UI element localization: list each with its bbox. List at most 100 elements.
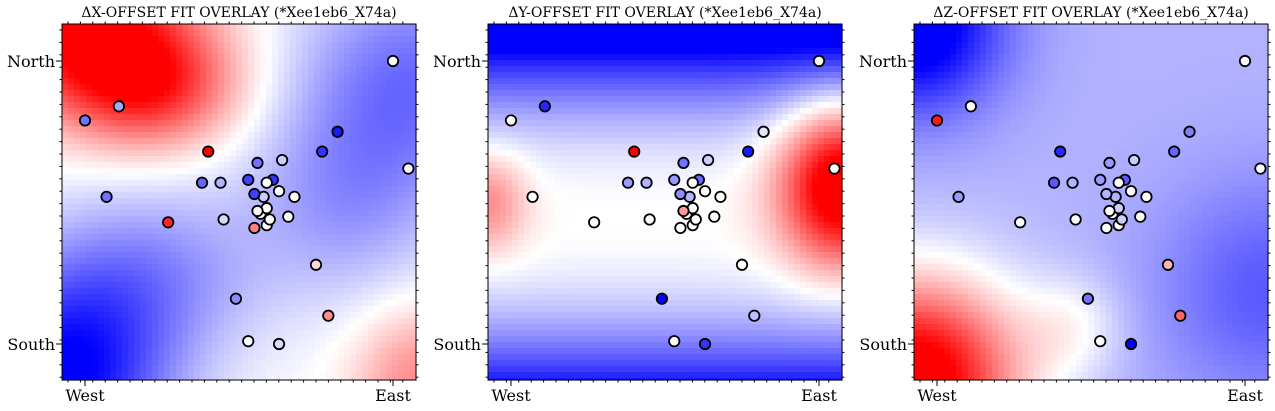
x-tick-label-east: East — [801, 386, 837, 405]
scatter-point — [242, 335, 255, 348]
scatter-point — [668, 173, 681, 186]
scatter-point — [812, 54, 826, 68]
scatter-point — [78, 114, 92, 127]
scatter-point — [714, 190, 727, 203]
scatter-point — [195, 176, 209, 189]
scatter-point — [538, 100, 551, 113]
scatter-point — [964, 100, 977, 113]
scatter-point — [1103, 204, 1116, 218]
scatter-point — [1134, 210, 1147, 223]
scatter-point — [263, 213, 276, 226]
scatter-point — [1174, 309, 1187, 322]
chart-panel-dx: ΔX-OFFSET FIT OVERLAY (*Xee1eb6_X74a) No… — [7, 5, 419, 405]
chart-title: ΔX-OFFSET FIT OVERLAY (*Xee1eb6_X74a) — [81, 5, 396, 21]
scatter-point — [1161, 258, 1175, 271]
scatter-point — [677, 156, 690, 169]
scatter-point — [386, 54, 400, 68]
scatter-point — [930, 114, 944, 127]
scatter-point — [1168, 145, 1181, 158]
scatter-point — [1254, 162, 1267, 175]
scatter-point — [1115, 213, 1128, 226]
y-tick-label-north: North — [859, 52, 907, 71]
scatter-point — [757, 125, 770, 138]
chart-title: ΔY-OFFSET FIT OVERLAY (*Xee1eb6_X74a) — [508, 5, 821, 21]
chart-panel-dz: ΔZ-OFFSET FIT OVERLAY (*Xee1eb6_X74a) No… — [859, 5, 1271, 405]
scatter-point — [1124, 185, 1138, 198]
scatter-point — [698, 337, 712, 351]
scatter-point — [402, 162, 415, 175]
axis-ticks — [482, 21, 845, 386]
y-tick-label-south: South — [433, 335, 481, 354]
y-tick-label-north: North — [7, 52, 55, 71]
scatter-point — [952, 190, 965, 203]
scatter-point — [1103, 156, 1116, 169]
scatter-point — [686, 176, 699, 189]
scatter-point — [1094, 173, 1107, 186]
scatter-point — [1094, 335, 1107, 348]
scatter-point — [112, 100, 125, 113]
scatter-point — [674, 221, 687, 235]
scatter-point — [316, 145, 329, 158]
scatter-point — [1066, 176, 1079, 189]
scatter-point — [1081, 292, 1095, 305]
scatter-point — [621, 176, 635, 189]
scatter-point — [828, 162, 841, 175]
scatter-point — [698, 185, 712, 198]
scatter-points — [78, 54, 415, 351]
scatter-point — [1069, 213, 1082, 226]
gradient-field — [62, 24, 417, 381]
scatter-point — [1100, 221, 1113, 235]
scatter-point — [1124, 337, 1138, 351]
scatter-point — [202, 145, 215, 158]
scatter-point — [1014, 216, 1027, 229]
scatter-point — [248, 221, 261, 235]
scatter-point — [628, 145, 641, 158]
scatter-point — [748, 309, 761, 322]
x-tick-label-west: West — [917, 386, 957, 405]
x-tick-label-east: East — [375, 386, 411, 405]
scatter-point — [322, 309, 335, 322]
scatter-point — [1183, 125, 1196, 138]
scatter-point — [655, 292, 669, 305]
scatter-point — [1140, 190, 1153, 203]
y-tick-label-south: South — [859, 335, 907, 354]
scatter-point — [1100, 187, 1113, 201]
scatter-point — [708, 210, 721, 223]
scatter-point — [272, 337, 286, 351]
scatter-point — [1047, 176, 1061, 189]
scatter-point — [735, 258, 749, 271]
scatter-point — [242, 173, 255, 186]
scatter-point — [677, 204, 690, 218]
scatter-point — [1128, 153, 1141, 167]
scatter-point — [1238, 54, 1252, 68]
scatter-point — [162, 216, 175, 229]
scatter-point — [288, 190, 301, 203]
scatter-point — [331, 125, 344, 138]
scatter-point — [229, 292, 243, 305]
scatter-point — [251, 156, 264, 169]
scatter-point — [217, 213, 230, 226]
scatter-point — [309, 258, 323, 271]
scatter-point — [248, 187, 261, 201]
scatter-point — [702, 153, 715, 167]
scatter-point — [674, 187, 687, 201]
gradient-field — [488, 24, 843, 381]
scatter-point — [276, 153, 289, 167]
x-tick-label-east: East — [1227, 386, 1263, 405]
scatter-point — [668, 335, 681, 348]
scatter-point — [260, 176, 273, 189]
axis-ticks — [56, 21, 419, 386]
chart-title: ΔZ-OFFSET FIT OVERLAY (*Xee1eb6_X74a) — [933, 5, 1248, 21]
scatter-points — [504, 54, 841, 351]
scatter-point — [1112, 176, 1125, 189]
scatter-point — [689, 213, 702, 226]
scatter-point — [643, 213, 656, 226]
scatter-point — [100, 190, 113, 203]
scatter-point — [640, 176, 653, 189]
scatter-point — [214, 176, 227, 189]
scatter-point — [588, 216, 601, 229]
scatter-point — [1054, 145, 1067, 158]
scatter-points — [930, 54, 1267, 351]
scatter-point — [504, 114, 518, 127]
